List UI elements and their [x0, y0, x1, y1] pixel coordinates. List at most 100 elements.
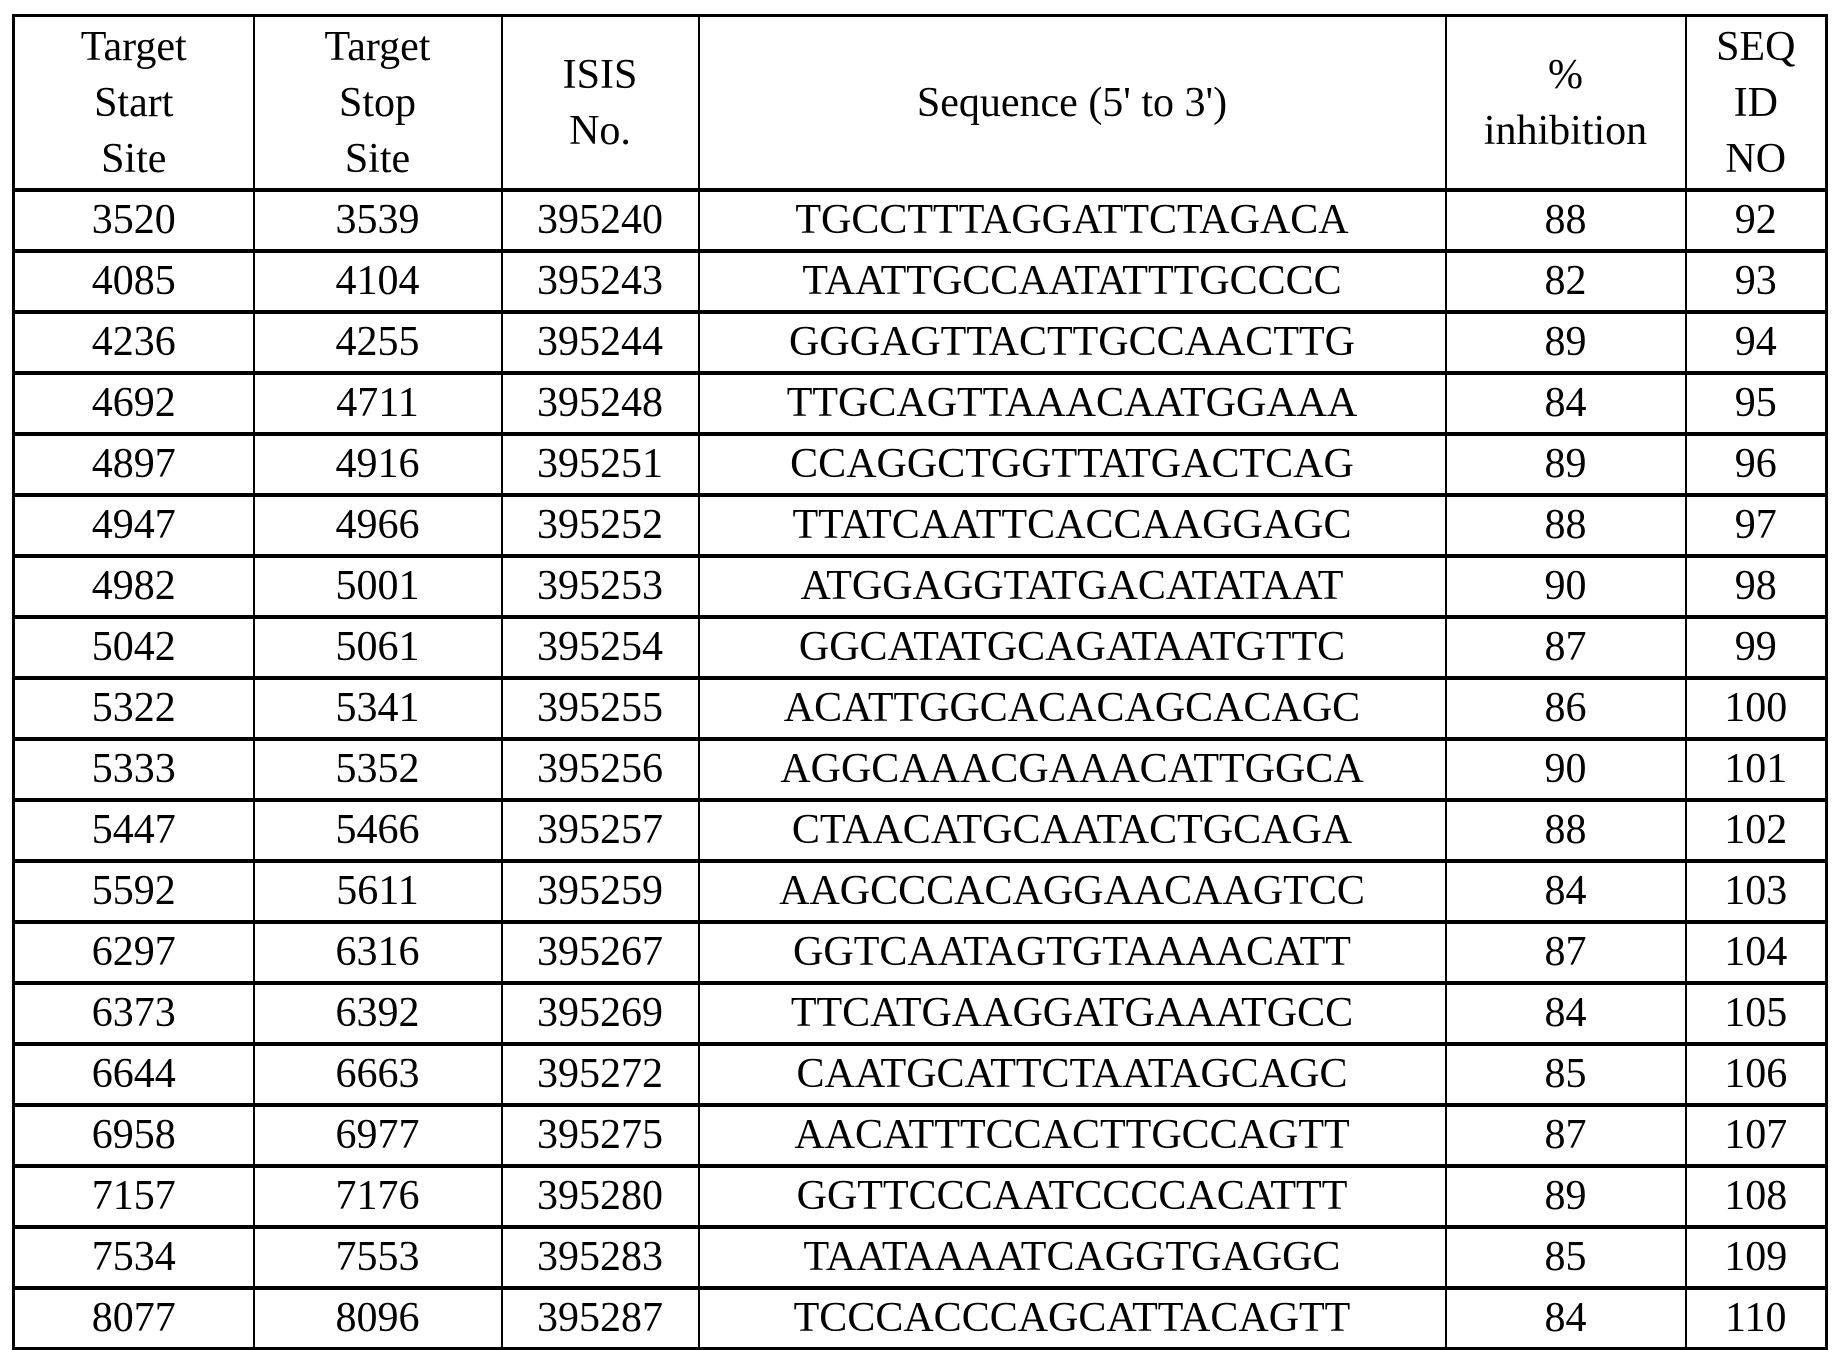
cell-target-start-site: 6958 [14, 1105, 254, 1166]
table-row: 48974916395251CCAGGCTGGTTATGACTCAG8996 [14, 434, 1827, 495]
cell-seq-id-no: 99 [1686, 617, 1827, 678]
table-row: 75347553395283TAATAAAATCAGGTGAGGC85109 [14, 1227, 1827, 1288]
header-target-stop-site: TargetStopSite [254, 16, 502, 191]
cell-isis-no: 395252 [502, 495, 699, 556]
cell-sequence: CAATGCATTCTAATAGCAGC [699, 1044, 1446, 1105]
table-row: 69586977395275AACATTTCCACTTGCCAGTT87107 [14, 1105, 1827, 1166]
header-line: Site [15, 131, 253, 187]
cell-target-stop-site: 4104 [254, 251, 502, 312]
table-row: 53335352395256AGGCAAACGAAACATTGGCA90101 [14, 739, 1827, 800]
header-target-start-site: TargetStartSite [14, 16, 254, 191]
cell-percent-inhibition: 87 [1446, 922, 1686, 983]
cell-seq-id-no: 107 [1686, 1105, 1827, 1166]
header-line: SEQ [1687, 19, 1826, 75]
cell-target-stop-site: 4711 [254, 373, 502, 434]
cell-target-start-site: 5592 [14, 861, 254, 922]
header-line: Target [255, 19, 501, 75]
cell-target-stop-site: 3539 [254, 190, 502, 251]
cell-sequence: TAATAAAATCAGGTGAGGC [699, 1227, 1446, 1288]
table-row: 66446663395272CAATGCATTCTAATAGCAGC85106 [14, 1044, 1827, 1105]
cell-target-start-site: 5042 [14, 617, 254, 678]
cell-percent-inhibition: 90 [1446, 739, 1686, 800]
header-percent-inhibition: %inhibition [1446, 16, 1686, 191]
cell-target-stop-site: 5611 [254, 861, 502, 922]
cell-sequence: TAATTGCCAATATTTGCCCC [699, 251, 1446, 312]
table-row: 63736392395269TTCATGAAGGATGAAATGCC84105 [14, 983, 1827, 1044]
cell-seq-id-no: 100 [1686, 678, 1827, 739]
cell-seq-id-no: 105 [1686, 983, 1827, 1044]
cell-target-stop-site: 4916 [254, 434, 502, 495]
cell-sequence: GGGAGTTACTTGCCAACTTG [699, 312, 1446, 373]
cell-percent-inhibition: 84 [1446, 373, 1686, 434]
cell-sequence: ACATTGGCACACAGCACAGC [699, 678, 1446, 739]
cell-target-start-site: 4085 [14, 251, 254, 312]
cell-target-stop-site: 4255 [254, 312, 502, 373]
header-line: Site [255, 131, 501, 187]
cell-isis-no: 395255 [502, 678, 699, 739]
cell-isis-no: 395272 [502, 1044, 699, 1105]
cell-target-stop-site: 6316 [254, 922, 502, 983]
cell-sequence: GGTTCCCAATCCCCACATTT [699, 1166, 1446, 1227]
cell-sequence: TTCATGAAGGATGAAATGCC [699, 983, 1446, 1044]
cell-target-start-site: 5333 [14, 739, 254, 800]
table-row: 54475466395257CTAACATGCAATACTGCAGA88102 [14, 800, 1827, 861]
cell-percent-inhibition: 82 [1446, 251, 1686, 312]
table-body: 35203539395240TGCCTTTAGGATTCTAGACA889240… [14, 190, 1827, 1349]
table-row: 50425061395254GGCATATGCAGATAATGTTC8799 [14, 617, 1827, 678]
cell-sequence: ATGGAGGTATGACATATAAT [699, 556, 1446, 617]
cell-seq-id-no: 109 [1686, 1227, 1827, 1288]
cell-seq-id-no: 92 [1686, 190, 1827, 251]
cell-sequence: TTATCAATTCACCAAGGAGC [699, 495, 1446, 556]
cell-seq-id-no: 94 [1686, 312, 1827, 373]
table-row: 42364255395244GGGAGTTACTTGCCAACTTG8994 [14, 312, 1827, 373]
cell-target-start-site: 6644 [14, 1044, 254, 1105]
cell-percent-inhibition: 89 [1446, 312, 1686, 373]
cell-sequence: TTGCAGTTAAACAATGGAAA [699, 373, 1446, 434]
cell-percent-inhibition: 85 [1446, 1227, 1686, 1288]
cell-percent-inhibition: 86 [1446, 678, 1686, 739]
cell-seq-id-no: 102 [1686, 800, 1827, 861]
table-row: 49474966395252TTATCAATTCACCAAGGAGC8897 [14, 495, 1827, 556]
cell-target-start-site: 3520 [14, 190, 254, 251]
cell-seq-id-no: 93 [1686, 251, 1827, 312]
cell-sequence: GGTCAATAGTGTAAAACATT [699, 922, 1446, 983]
header-isis-no: ISISNo. [502, 16, 699, 191]
cell-target-start-site: 4236 [14, 312, 254, 373]
cell-target-stop-site: 5001 [254, 556, 502, 617]
cell-target-start-site: 4692 [14, 373, 254, 434]
cell-percent-inhibition: 90 [1446, 556, 1686, 617]
cell-target-stop-site: 7553 [254, 1227, 502, 1288]
cell-target-stop-site: 7176 [254, 1166, 502, 1227]
cell-isis-no: 395259 [502, 861, 699, 922]
table-row: 49825001395253ATGGAGGTATGACATATAAT9098 [14, 556, 1827, 617]
cell-isis-no: 395240 [502, 190, 699, 251]
header-line: ID [1687, 75, 1826, 131]
cell-percent-inhibition: 85 [1446, 1044, 1686, 1105]
cell-percent-inhibition: 88 [1446, 800, 1686, 861]
table-row: 35203539395240TGCCTTTAGGATTCTAGACA8892 [14, 190, 1827, 251]
cell-target-start-site: 7534 [14, 1227, 254, 1288]
cell-isis-no: 395253 [502, 556, 699, 617]
cell-isis-no: 395251 [502, 434, 699, 495]
table-row: 46924711395248TTGCAGTTAAACAATGGAAA8495 [14, 373, 1827, 434]
table-row: 71577176395280GGTTCCCAATCCCCACATTT89108 [14, 1166, 1827, 1227]
cell-percent-inhibition: 84 [1446, 983, 1686, 1044]
cell-percent-inhibition: 88 [1446, 190, 1686, 251]
table-row: 53225341395255ACATTGGCACACAGCACAGC86100 [14, 678, 1827, 739]
cell-target-stop-site: 5466 [254, 800, 502, 861]
cell-isis-no: 395256 [502, 739, 699, 800]
header-line: % [1447, 47, 1685, 103]
cell-isis-no: 395275 [502, 1105, 699, 1166]
header-seq-id-no: SEQIDNO [1686, 16, 1827, 191]
cell-sequence: CTAACATGCAATACTGCAGA [699, 800, 1446, 861]
header-row: TargetStartSiteTargetStopSiteISISNo.Sequ… [14, 16, 1827, 191]
cell-sequence: TGCCTTTAGGATTCTAGACA [699, 190, 1446, 251]
cell-percent-inhibition: 89 [1446, 1166, 1686, 1227]
header-line: Stop [255, 75, 501, 131]
cell-target-stop-site: 5061 [254, 617, 502, 678]
cell-target-start-site: 4947 [14, 495, 254, 556]
cell-target-start-site: 6297 [14, 922, 254, 983]
cell-target-stop-site: 6977 [254, 1105, 502, 1166]
cell-target-start-site: 5447 [14, 800, 254, 861]
cell-seq-id-no: 103 [1686, 861, 1827, 922]
